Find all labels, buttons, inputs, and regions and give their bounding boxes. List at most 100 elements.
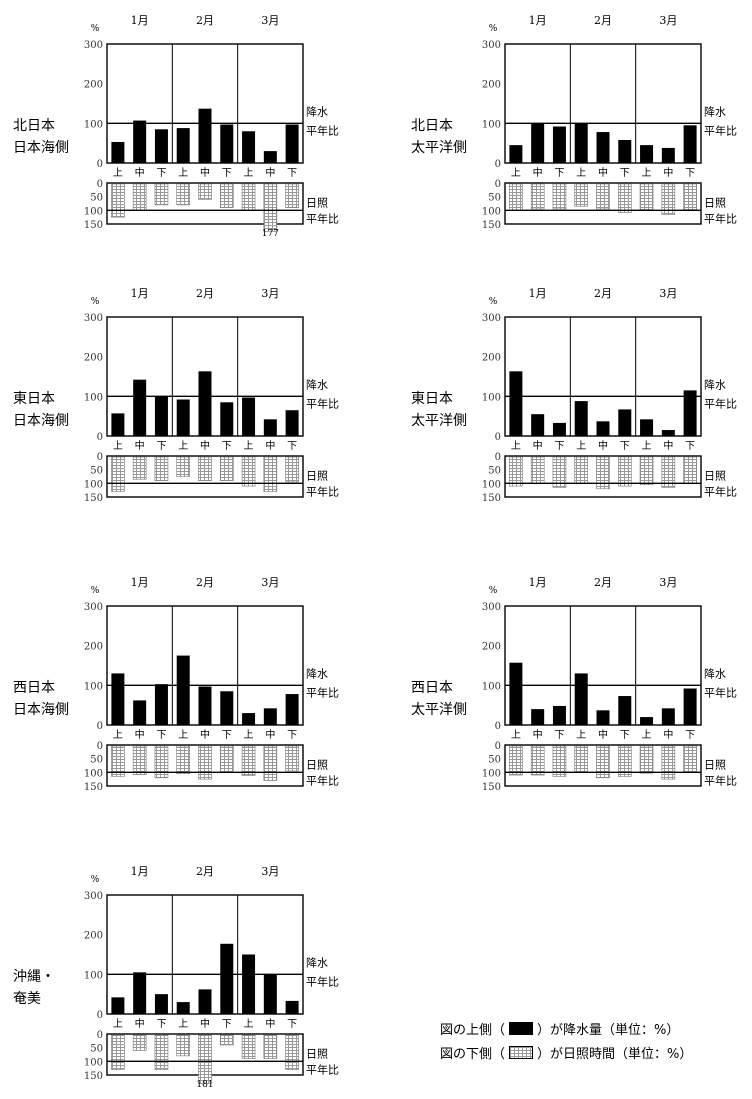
- sun-label-line1: 日照: [306, 1047, 328, 1060]
- precip-bar: [263, 974, 277, 1014]
- sun-tick-label: 100: [482, 479, 501, 490]
- sun-bar: [617, 183, 632, 213]
- precip-tick-label: 100: [84, 970, 103, 981]
- sun-bar: [241, 456, 256, 487]
- precip-bar: [552, 705, 566, 725]
- sun-bar: [263, 456, 278, 492]
- precip-tick-label: 300: [84, 313, 103, 324]
- legend-precip: 図の上側（ ）が降水量（単位：%）: [440, 1016, 692, 1040]
- dekad-label: 中: [135, 728, 145, 741]
- sun-bar: [285, 1034, 299, 1070]
- sun-bar: [661, 745, 676, 780]
- unit-label: %: [91, 586, 100, 596]
- region-label-line2: 太平洋側: [411, 413, 467, 429]
- chart-3: %1月 2月 3月3002001000上中下上中下上中下050100150降水平年比…: [13, 287, 339, 504]
- sun-bar: [176, 183, 191, 206]
- precip-label-line2: 平年比: [306, 123, 339, 137]
- dekad-label: 中: [663, 439, 673, 452]
- precip-bar: [596, 421, 610, 436]
- precip-bar: [133, 972, 147, 1014]
- precip-bar: [531, 414, 545, 436]
- legend-sun: 図の下側（ ）が日照時間（単位：%）: [440, 1040, 692, 1064]
- dekad-label: 中: [265, 1017, 275, 1030]
- sun-bar: [132, 1034, 147, 1051]
- dekad-label: 下: [685, 730, 695, 741]
- precip-tick-label: 100: [482, 119, 501, 130]
- precip-bar: [198, 686, 212, 725]
- precip-tick-label: 200: [84, 353, 103, 364]
- precip-bar: [220, 124, 234, 163]
- precip-label-line2: 平年比: [306, 685, 339, 699]
- sun-label-line2: 平年比: [306, 211, 339, 225]
- precip-frame: [504, 605, 702, 726]
- sun-tick-label: 100: [84, 768, 103, 779]
- month-label: 2月: [594, 14, 612, 27]
- precip-tick-label: 300: [482, 313, 501, 324]
- dekad-label: 下: [685, 168, 695, 179]
- sun-bar: [552, 183, 567, 210]
- sun-bar: [683, 456, 697, 484]
- legend-precip-suffix: ）が降水量（単位：%）: [537, 1022, 680, 1038]
- precip-bar: [198, 989, 212, 1014]
- sun-frame: [504, 744, 702, 787]
- sun-tick-label: 0: [97, 741, 103, 752]
- sun-bar: [198, 456, 212, 481]
- sun-bar: [552, 456, 567, 488]
- precip-bar: [618, 696, 632, 725]
- sun-label-line2: 平年比: [306, 773, 339, 787]
- sun-bar: [241, 183, 256, 211]
- sun-bar: [530, 745, 545, 776]
- dekad-label: 上: [576, 167, 586, 179]
- precip-label-line2: 平年比: [704, 123, 737, 137]
- precip-bar: [574, 123, 588, 163]
- sun-bar: [596, 745, 610, 779]
- dekad-label: 上: [576, 729, 586, 741]
- sun-bar: [285, 183, 299, 208]
- sun-bar: [285, 745, 299, 772]
- unit-label: %: [91, 297, 100, 307]
- month-label: 2月: [196, 14, 214, 27]
- sun-tick-label: 100: [482, 768, 501, 779]
- dekad-label: 中: [265, 166, 275, 179]
- sun-bar: [154, 456, 169, 481]
- dekad-label: 上: [642, 440, 652, 452]
- dekad-label: 中: [598, 728, 608, 741]
- precip-tick-label: 300: [482, 602, 501, 613]
- precip-label-line1: 降水: [704, 666, 726, 680]
- precip-bar: [640, 419, 654, 436]
- precip-bar: [531, 709, 545, 725]
- region-label-line1: 西日本: [13, 680, 55, 696]
- dekad-label: 下: [156, 1019, 166, 1030]
- dekad-label: 下: [554, 168, 564, 179]
- dekad-label: 中: [265, 439, 275, 452]
- sun-bar: [111, 183, 125, 218]
- precip-tick-label: 300: [84, 891, 103, 902]
- precip-tick-label: 300: [482, 40, 501, 51]
- dekad-label: 上: [178, 167, 188, 179]
- sun-tick-label: 150: [482, 782, 501, 793]
- sun-bar: [176, 745, 191, 775]
- dekad-label: 中: [200, 728, 210, 741]
- month-label: 2月: [594, 576, 612, 589]
- dekad-label: 中: [663, 728, 673, 741]
- chart-6: %1月 2月 3月3002001000上中下上中下上中下050100150降水平年比…: [411, 576, 737, 793]
- precip-bar: [285, 124, 299, 163]
- precip-tick-label: 200: [482, 353, 501, 364]
- sun-frame: [504, 455, 702, 498]
- sun-bar: [683, 745, 697, 773]
- dekad-label: 中: [265, 728, 275, 741]
- precip-tick-label: 100: [84, 392, 103, 403]
- precip-label-line2: 平年比: [306, 396, 339, 410]
- sun-bar: [154, 183, 169, 206]
- region-label-line1: 東日本: [411, 391, 453, 407]
- dekad-label: 上: [511, 167, 521, 179]
- precip-bar: [111, 673, 125, 725]
- dekad-label: 下: [554, 441, 564, 452]
- month-label: 2月: [594, 287, 612, 300]
- sun-label-line2: 平年比: [306, 1062, 339, 1076]
- sun-bar: [154, 1034, 169, 1070]
- sun-bar: [639, 745, 654, 774]
- precip-bar: [111, 997, 125, 1014]
- dekad-label: 中: [533, 166, 543, 179]
